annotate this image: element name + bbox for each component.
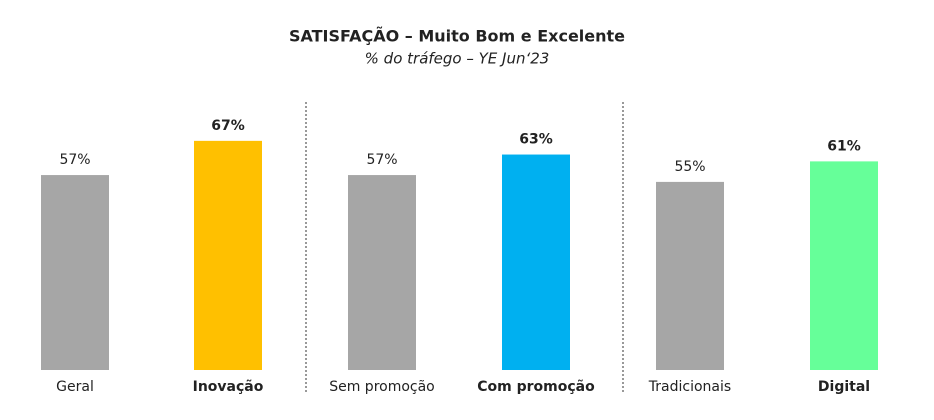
x-tick-label: Geral xyxy=(56,379,94,395)
value-label: 57% xyxy=(59,152,90,168)
chart-title: SATISFAÇÃO – Muito Bom e Excelente xyxy=(289,27,625,46)
bar xyxy=(810,161,878,370)
value-label: 57% xyxy=(366,152,397,168)
value-label: 67% xyxy=(211,118,245,134)
value-label: 61% xyxy=(827,138,861,154)
bar xyxy=(502,154,570,370)
x-tick-label: Inovação xyxy=(193,379,264,395)
chart-subtitle: % do tráfego – YE Jun‘23 xyxy=(365,50,550,68)
value-label: 63% xyxy=(519,132,553,148)
bar xyxy=(348,175,416,370)
x-tick-label: Tradicionais xyxy=(648,379,731,395)
value-label: 55% xyxy=(674,159,705,175)
x-tick-label: Digital xyxy=(818,379,870,395)
x-tick-label: Sem promoção xyxy=(329,379,435,395)
bar xyxy=(656,181,724,370)
bar xyxy=(194,140,262,370)
bar xyxy=(41,175,109,370)
x-tick-label: Com promoção xyxy=(477,379,595,395)
